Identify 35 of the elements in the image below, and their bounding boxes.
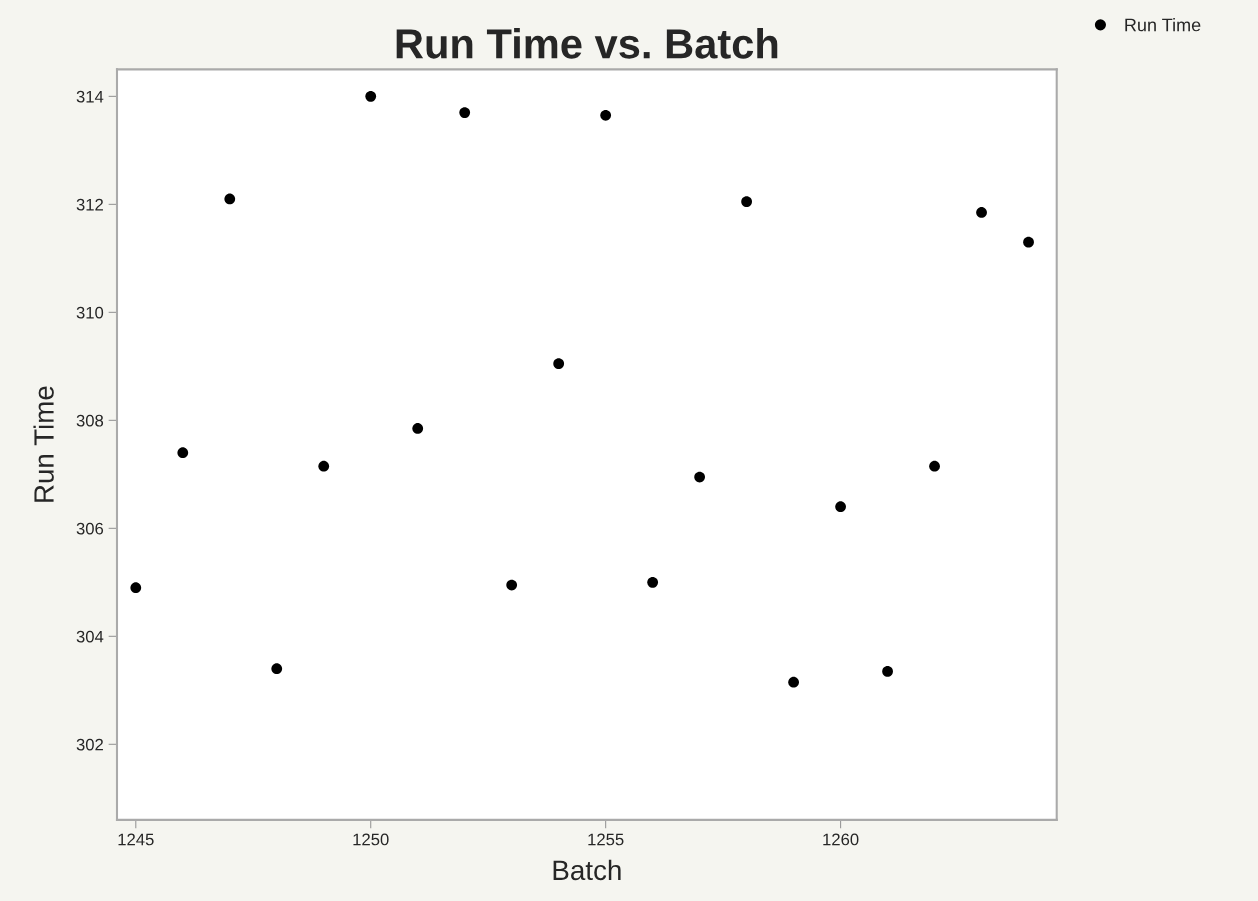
x-tick-label: 1250 [353,833,389,846]
point [1023,236,1034,248]
y-tick-label: 308 [76,414,104,427]
point [318,460,330,472]
point [835,501,846,513]
x-tick-label: 1245 [118,833,154,846]
point [788,676,799,688]
point [459,107,471,118]
point [647,576,659,588]
point [271,663,283,675]
point [412,423,424,434]
chart-title: Run Time vs. Batch [396,28,778,59]
point [976,207,987,218]
x-tick-label: 1260 [823,833,859,846]
y-tick-label: 310 [76,306,104,319]
point [224,193,236,205]
y-tick-label: 312 [76,198,103,211]
point [130,582,142,594]
y-axis-title: Run Time [33,386,54,502]
point [741,196,752,208]
x-axis-title: Batch [553,859,621,881]
y-tick-label: 302 [76,738,103,751]
y-tick-label: 306 [76,522,104,535]
point [365,91,377,102]
x-tick-label: 1255 [588,833,624,846]
point [177,447,189,459]
point [553,358,565,370]
y-tick-label: 304 [76,630,104,643]
legend-label: Run Time [1125,18,1201,32]
point [506,579,518,591]
point [600,109,612,121]
point [882,666,893,677]
point [694,471,705,483]
y-tick-label: 314 [76,90,104,103]
point [929,460,940,472]
